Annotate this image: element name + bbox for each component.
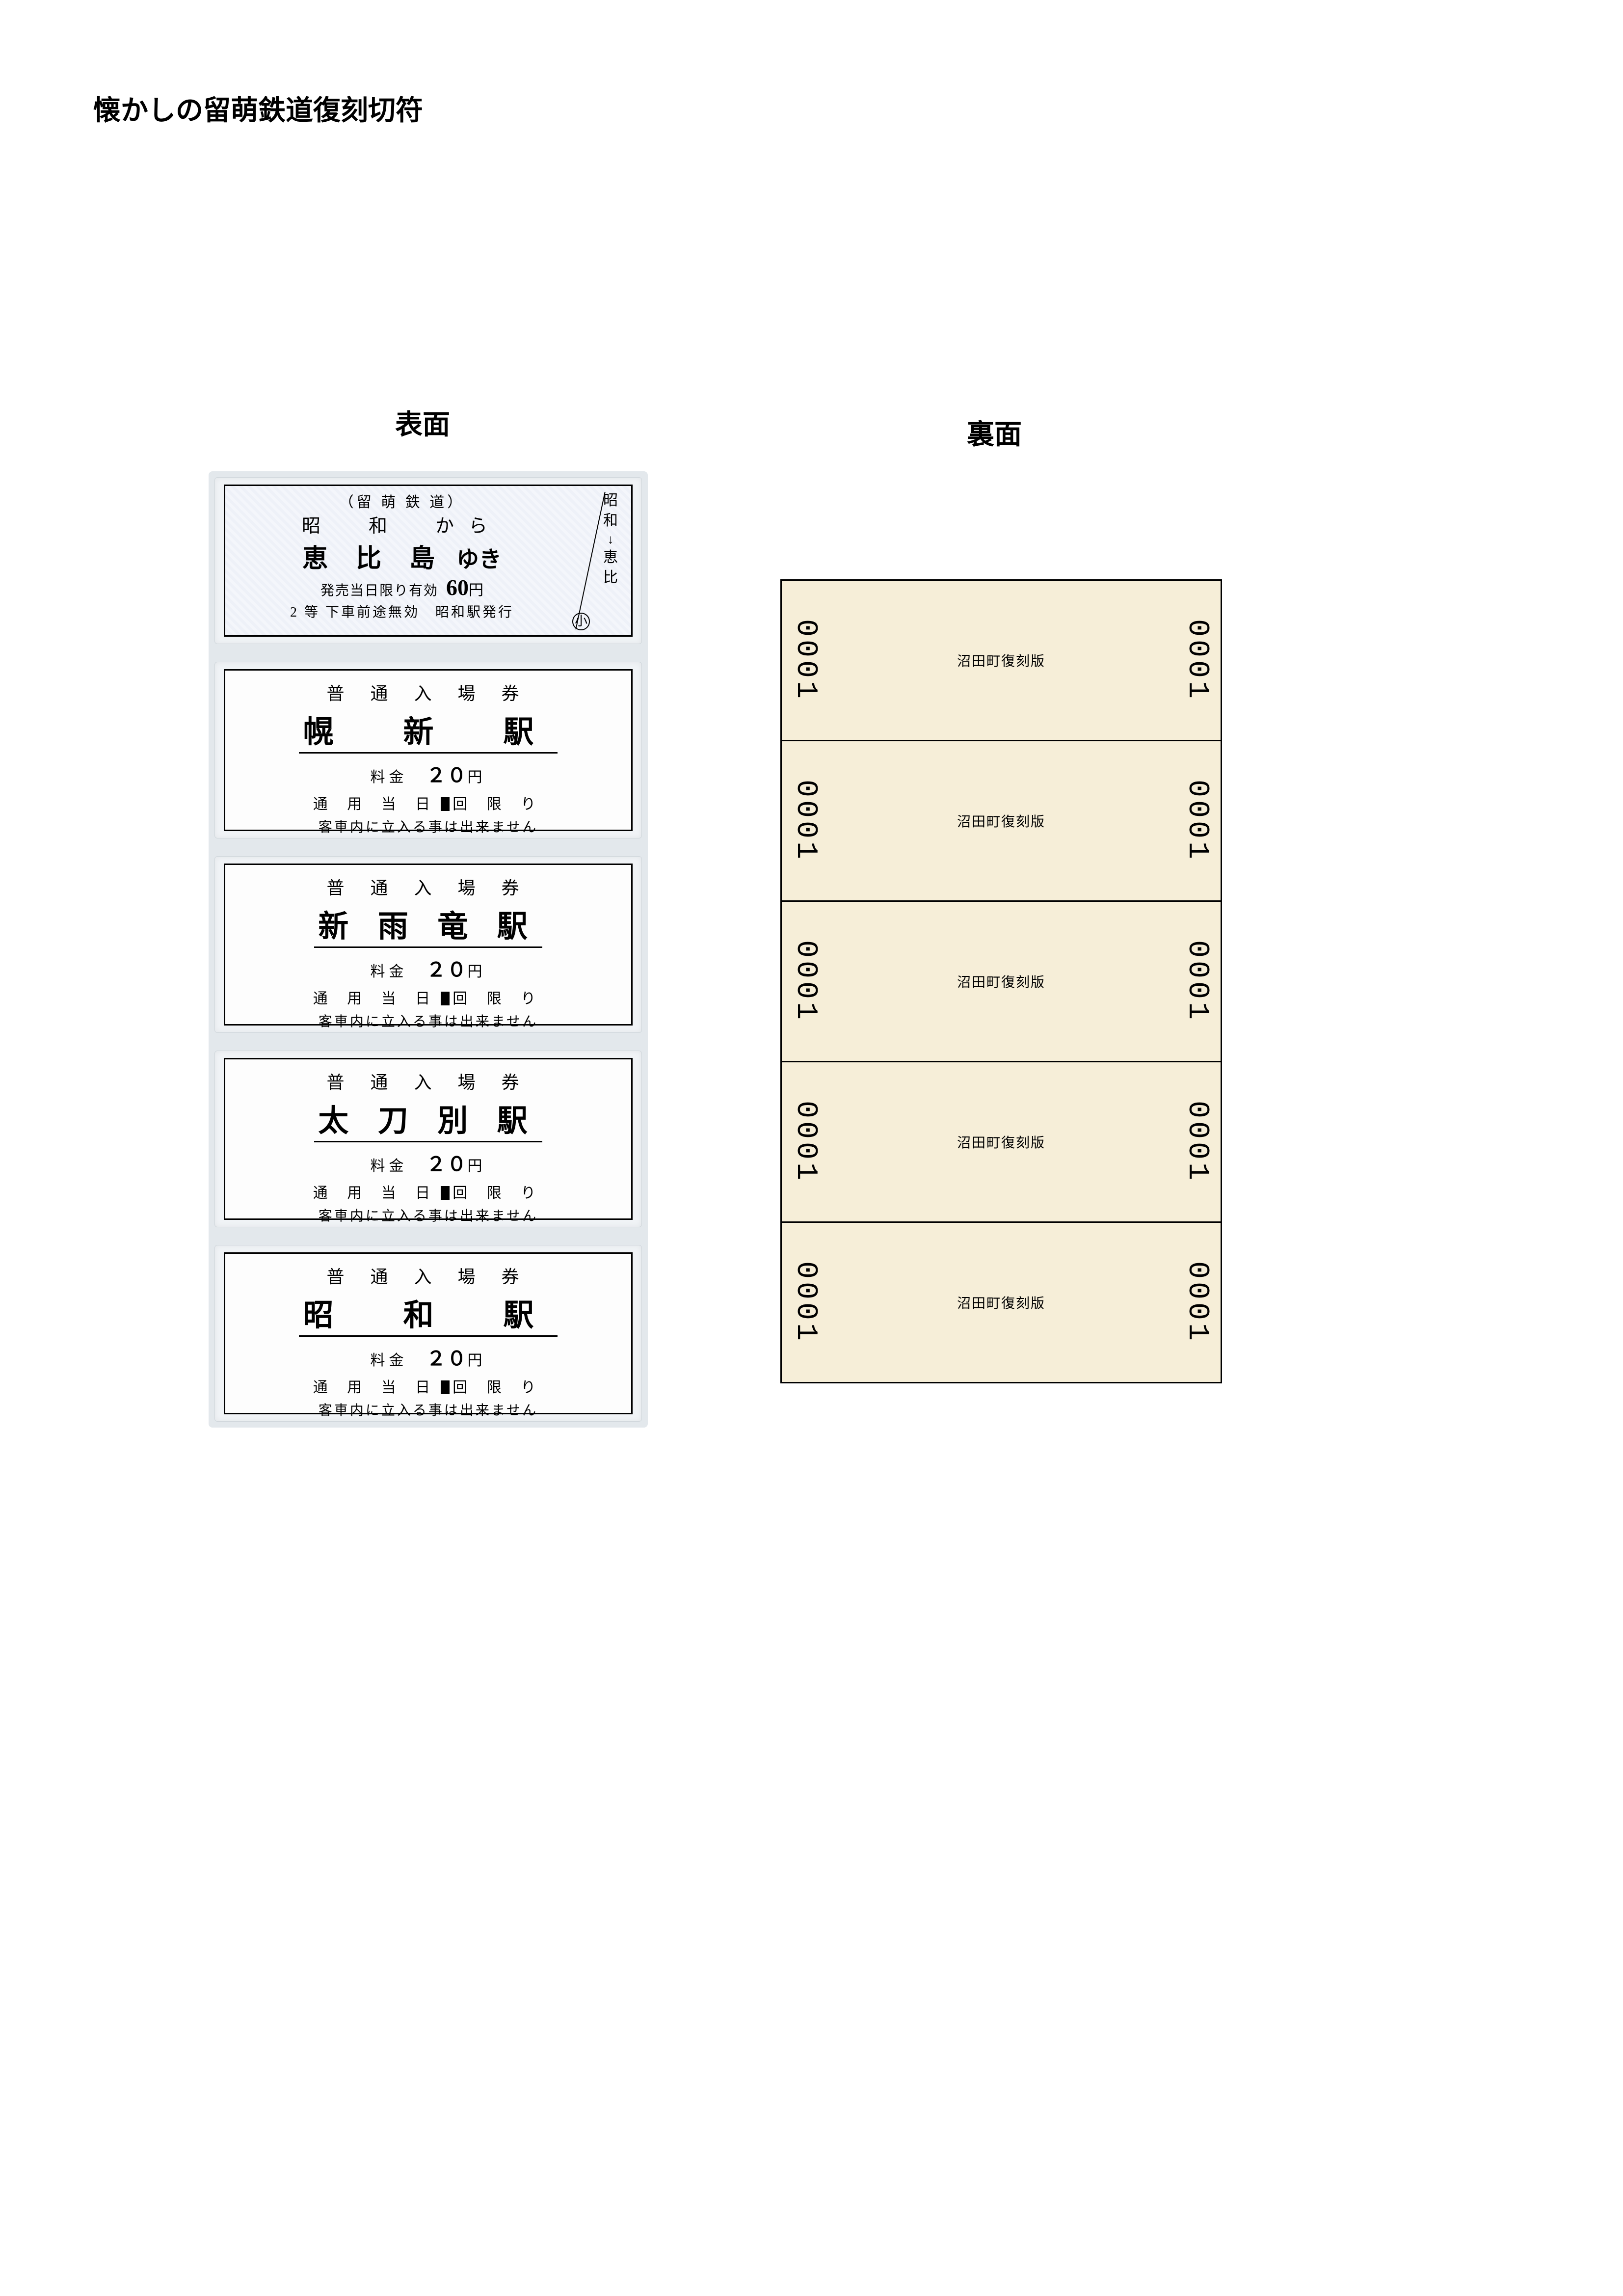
platform-ticket: 普 通 入 場 券 昭 和 駅 料金 ２０円 通 用 当 日回 限 り 客車内に… — [224, 1252, 633, 1414]
front-ticket-sheet: （留 萌 鉄 道） 昭 和 から 恵 比 島 ゆき 発売当日限り有効 60円 2… — [209, 471, 648, 1428]
plat-usage: 通 用 当 日回 限 り — [225, 1181, 631, 1202]
plat-fee: 料金 ２０円 — [225, 1148, 631, 1177]
fare-side-char: 和 — [596, 511, 625, 531]
plat-mark — [441, 1186, 450, 1200]
back-serial-left: 0001 — [789, 780, 822, 862]
fare-class-line: 2 等 下車前途無効 昭和駅発行 — [230, 601, 574, 621]
column-title-back: 裏面 — [967, 412, 1022, 452]
back-label: 沼田町復刻版 — [957, 972, 1045, 991]
fare-from: 昭 和 から — [230, 511, 574, 538]
ticket-sleeve: 普 通 入 場 券 新 雨 竜 駅 料金 ２０円 通 用 当 日回 限 り 客車… — [214, 856, 642, 1033]
plat-fee: 料金 ２０円 — [225, 1343, 631, 1371]
ticket-sleeve: （留 萌 鉄 道） 昭 和 から 恵 比 島 ゆき 発売当日限り有効 60円 2… — [214, 477, 642, 644]
ticket-sleeve: 普 通 入 場 券 昭 和 駅 料金 ２０円 通 用 当 日回 限 り 客車内に… — [214, 1245, 642, 1422]
plat-mark — [441, 1380, 450, 1394]
platform-ticket: 普 通 入 場 券 新 雨 竜 駅 料金 ２０円 通 用 当 日回 限 り 客車… — [224, 864, 633, 1026]
back-serial-left: 0001 — [789, 1101, 822, 1183]
fare-destination: 恵 比 島 — [302, 545, 446, 573]
plat-type: 普 通 入 場 券 — [225, 874, 631, 899]
fare-yen: 円 — [469, 582, 483, 598]
back-ticket: 0001 沼田町復刻版 0001 — [780, 900, 1222, 1062]
column-title-front: 表面 — [395, 403, 450, 442]
platform-ticket: 普 通 入 場 券 太 刀 別 駅 料金 ２０円 通 用 当 日回 限 り 客車… — [224, 1058, 633, 1220]
plat-station: 太 刀 別 駅 — [314, 1096, 542, 1142]
back-serial-right: 0001 — [1180, 1261, 1214, 1344]
back-ticket-stack: 0001 沼田町復刻版 0001 0001 沼田町復刻版 0001 0001 沼… — [780, 579, 1222, 1382]
ticket-sleeve: 普 通 入 場 券 太 刀 別 駅 料金 ２０円 通 用 当 日回 限 り 客車… — [214, 1051, 642, 1227]
plat-fee: 料金 ２０円 — [225, 759, 631, 788]
back-ticket: 0001 沼田町復刻版 0001 — [780, 1221, 1222, 1383]
back-label: 沼田町復刻版 — [957, 650, 1045, 670]
fare-scissor-mark: 小 — [572, 613, 590, 630]
plat-type: 普 通 入 場 券 — [225, 679, 631, 705]
plat-station: 幌 新 駅 — [299, 707, 557, 754]
fare-side-route: 昭 和 ↓ 恵 比 — [596, 491, 625, 588]
back-ticket: 0001 沼田町復刻版 0001 — [780, 1061, 1222, 1223]
back-serial-right: 0001 — [1180, 1101, 1214, 1183]
plat-type: 普 通 入 場 券 — [225, 1263, 631, 1288]
back-ticket: 0001 沼田町復刻版 0001 — [780, 740, 1222, 902]
back-serial-left: 0001 — [789, 619, 822, 702]
back-serial-left: 0001 — [789, 1261, 822, 1344]
fare-side-arrow: ↓ — [596, 531, 625, 548]
plat-type: 普 通 入 場 券 — [225, 1068, 631, 1094]
plat-fee: 料金 ２０円 — [225, 954, 631, 982]
fare-valid: 発売当日限り有効 — [320, 583, 438, 598]
page-title: 懐かしの留萌鉄道復刻切符 — [93, 88, 423, 128]
plat-usage: 通 用 当 日回 限 り — [225, 792, 631, 813]
fare-yuki: ゆき — [456, 547, 502, 572]
fare-side-char: 恵 — [596, 548, 625, 568]
fare-ticket: （留 萌 鉄 道） 昭 和 から 恵 比 島 ゆき 発売当日限り有効 60円 2… — [224, 485, 633, 637]
back-serial-right: 0001 — [1180, 780, 1214, 862]
back-serial-left: 0001 — [789, 940, 822, 1023]
plat-usage: 通 用 当 日回 限 り — [225, 1375, 631, 1397]
ticket-sleeve: 普 通 入 場 券 幌 新 駅 料金 ２０円 通 用 当 日回 限 り 客車内に… — [214, 662, 642, 838]
plat-note: 客車内に立入る事は出来ません — [225, 1011, 631, 1030]
plat-usage: 通 用 当 日回 限 り — [225, 986, 631, 1008]
plat-mark — [441, 992, 450, 1005]
back-serial-right: 0001 — [1180, 940, 1214, 1023]
plat-note: 客車内に立入る事は出来ません — [225, 1400, 631, 1419]
fare-price: 60 — [446, 575, 469, 600]
plat-note: 客車内に立入る事は出来ません — [225, 816, 631, 836]
plat-mark — [441, 797, 450, 811]
back-label: 沼田町復刻版 — [957, 811, 1045, 831]
fare-side-char: 昭 — [596, 491, 625, 511]
back-label: 沼田町復刻版 — [957, 1132, 1045, 1152]
plat-station: 新 雨 竜 駅 — [314, 901, 542, 948]
fare-company: （留 萌 鉄 道） — [230, 490, 574, 512]
back-serial-right: 0001 — [1180, 619, 1214, 702]
platform-ticket: 普 通 入 場 券 幌 新 駅 料金 ２０円 通 用 当 日回 限 り 客車内に… — [224, 669, 633, 831]
fare-side-char: 比 — [596, 568, 625, 588]
plat-note: 客車内に立入る事は出来ません — [225, 1205, 631, 1225]
back-label: 沼田町復刻版 — [957, 1293, 1045, 1312]
back-ticket: 0001 沼田町復刻版 0001 — [780, 579, 1222, 741]
plat-station: 昭 和 駅 — [299, 1290, 557, 1337]
